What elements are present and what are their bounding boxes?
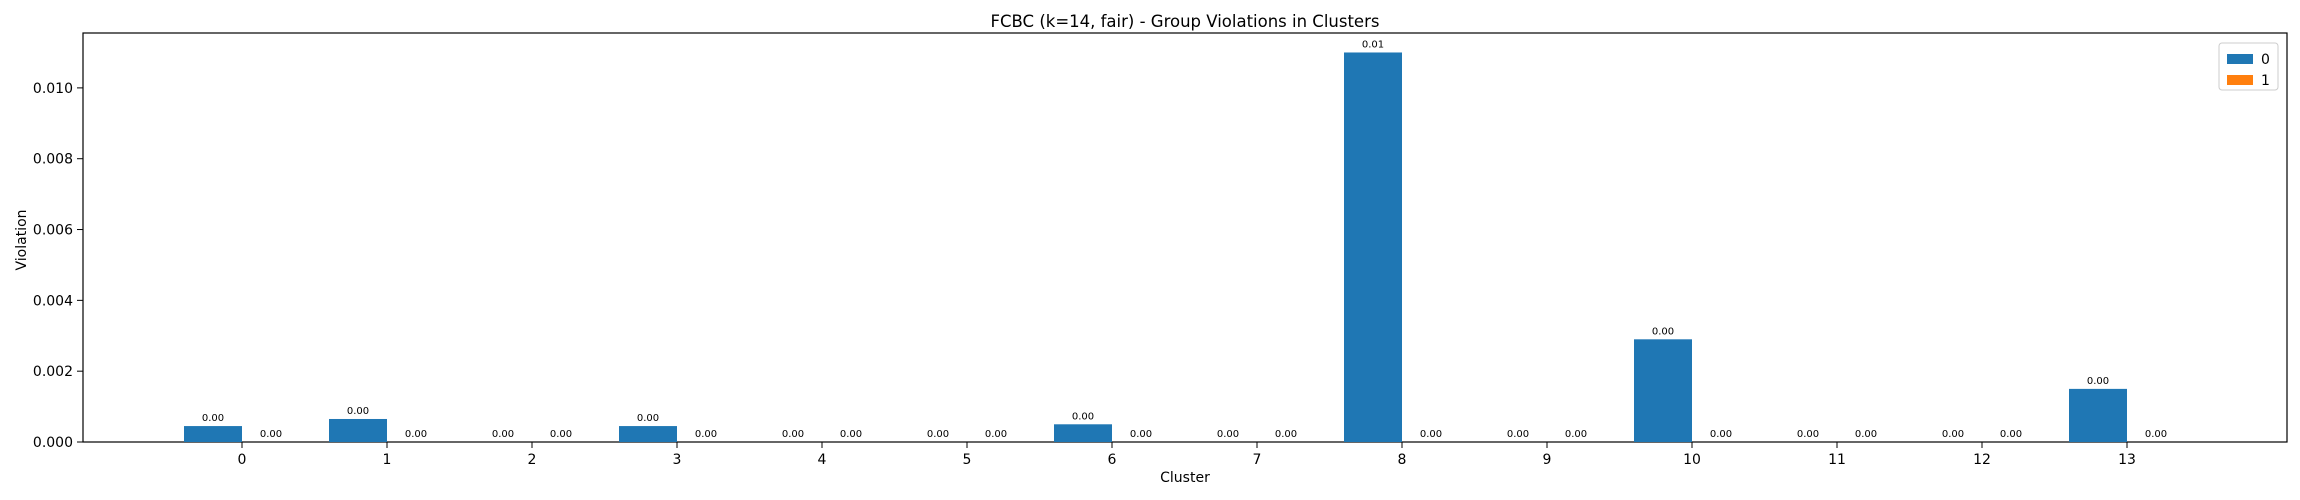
bar-value-label: 0.00 (1797, 429, 1819, 440)
x-tick-label: 13 (2118, 452, 2136, 468)
bar-value-label: 0.00 (1942, 429, 1964, 440)
legend-label: 1 (2261, 73, 2270, 89)
legend-swatch (2227, 54, 2253, 64)
legend-swatch (2227, 75, 2253, 85)
bar-value-label: 0.00 (1855, 429, 1877, 440)
bar-value-label: 0.00 (840, 429, 862, 440)
legend: 01 (2218, 42, 2279, 91)
bar-value-label: 0.00 (985, 429, 1007, 440)
bar-value-label: 0.00 (405, 429, 427, 440)
bar-value-label: 0.01 (1362, 39, 1384, 50)
bar-value-label: 0.00 (1217, 429, 1239, 440)
x-tick-label: 10 (1683, 452, 1701, 468)
x-tick-label: 2 (528, 452, 537, 468)
y-tick-label: 0.010 (33, 81, 73, 97)
bar-value-label: 0.00 (260, 429, 282, 440)
bar-value-label: 0.00 (492, 429, 514, 440)
bar-value-label: 0.00 (1710, 429, 1732, 440)
bar-value-label: 0.00 (1507, 429, 1529, 440)
bar-series-0 (1634, 339, 1692, 442)
legend-label: 0 (2261, 52, 2270, 68)
bar-value-label: 0.00 (2145, 429, 2167, 440)
bar-value-label: 0.00 (347, 406, 369, 417)
x-axis-label: Cluster (1160, 470, 1210, 486)
bar-value-label: 0.00 (927, 429, 949, 440)
bar-series-0 (1054, 424, 1112, 442)
x-tick-label: 7 (1253, 452, 1262, 468)
y-tick-label: 0.002 (33, 364, 73, 380)
bar-value-label: 0.00 (1565, 429, 1587, 440)
bar-series-0 (184, 426, 242, 442)
x-tick-label: 11 (1828, 452, 1846, 468)
x-tick-label: 9 (1543, 452, 1552, 468)
y-tick-label: 0.008 (33, 152, 73, 168)
bar-value-label: 0.00 (550, 429, 572, 440)
bar-value-label: 0.00 (2087, 376, 2109, 387)
x-tick-label: 1 (383, 452, 392, 468)
bar-value-label: 0.00 (1652, 326, 1674, 337)
bar-value-label: 0.00 (637, 413, 659, 424)
chart-title: FCBC (k=14, fair) - Group Violations in … (991, 12, 1380, 31)
bar-value-label: 0.00 (1130, 429, 1152, 440)
bar-value-label: 0.00 (1275, 429, 1297, 440)
y-tick-label: 0.006 (33, 223, 73, 239)
x-tick-label: 12 (1973, 452, 1991, 468)
y-tick-label: 0.004 (33, 293, 73, 309)
bar-value-label: 0.00 (695, 429, 717, 440)
x-tick-label: 8 (1398, 452, 1407, 468)
bar-value-label: 0.00 (202, 413, 224, 424)
x-tick-label: 5 (963, 452, 972, 468)
bar-series-0 (2069, 388, 2127, 442)
y-tick-label: 0.000 (33, 435, 73, 451)
bar-value-label: 0.00 (782, 429, 804, 440)
x-tick-label: 0 (238, 452, 247, 468)
y-axis-label: Violation (14, 209, 30, 270)
x-tick-label: 3 (673, 452, 682, 468)
bar-series-0 (619, 426, 677, 442)
bar-value-label: 0.00 (2000, 429, 2022, 440)
bar-series-0 (329, 418, 387, 442)
plot-area: 0.0000.0020.0040.0060.0080.01000.000.001… (33, 32, 2288, 468)
x-tick-label: 6 (1108, 452, 1117, 468)
bar-value-label: 0.00 (1420, 429, 1442, 440)
bar-value-label: 0.00 (1072, 411, 1094, 422)
x-tick-label: 4 (818, 452, 827, 468)
plot-frame (82, 32, 2288, 443)
bar-series-0 (1344, 52, 1402, 442)
